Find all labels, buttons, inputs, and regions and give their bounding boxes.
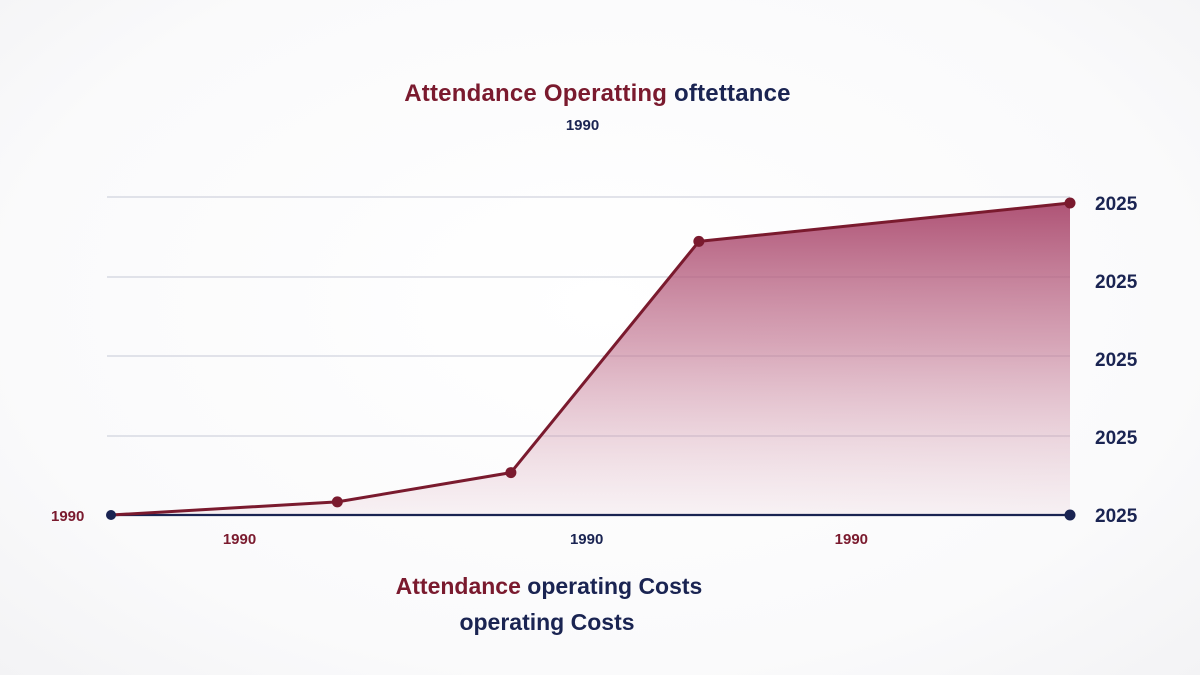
y-tick-label-3: 2025 xyxy=(1095,350,1138,371)
x-tick-label-1: 1990 xyxy=(223,531,256,548)
data-point-4 xyxy=(693,235,705,247)
y-tick-label-5: 2025 xyxy=(1095,506,1138,527)
left-axis-label: 1990 xyxy=(51,508,84,525)
x-tick-label-3: 1990 xyxy=(835,531,868,548)
y-tick-label-2: 2025 xyxy=(1095,272,1138,293)
caption-line-1-part-1: Attendance xyxy=(395,573,521,599)
chart-subtitle: 1990 xyxy=(565,117,600,134)
data-point-5 xyxy=(1064,197,1076,209)
data-point-2 xyxy=(331,496,343,508)
data-point-1 xyxy=(106,510,116,520)
caption-line-1-part-2: operating Costs xyxy=(527,573,703,599)
x-tick-label-2: 1990 xyxy=(570,531,603,548)
chart-caption-line-2: operating Costs xyxy=(459,609,635,635)
y-tick-label-4: 2025 xyxy=(1095,428,1138,449)
chart-caption-line-1: Attendance operating Costs xyxy=(0,573,1098,600)
area-fill xyxy=(111,203,1070,515)
axis-end-point xyxy=(1064,509,1076,521)
chart-title-part-2: oftettance xyxy=(674,80,791,107)
area-layer xyxy=(111,203,1070,515)
y-tick-label-1: 2025 xyxy=(1095,194,1138,215)
data-points xyxy=(106,197,1076,521)
data-point-3 xyxy=(505,467,517,479)
chart-title-part-1: Attendance Operatting xyxy=(404,80,668,107)
chart-title: Attendance Operatting oftettance xyxy=(0,80,1195,108)
tick-labels: 2025 2025 2025 2025 2025 1990 1990 1990 1990 xyxy=(51,194,1138,548)
